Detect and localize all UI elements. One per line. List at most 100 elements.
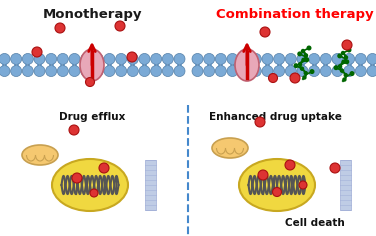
Circle shape <box>81 66 92 76</box>
Circle shape <box>104 66 115 76</box>
Ellipse shape <box>22 145 58 165</box>
Circle shape <box>343 78 346 81</box>
Text: Monotherapy: Monotherapy <box>42 8 142 21</box>
Ellipse shape <box>239 159 315 211</box>
Circle shape <box>262 66 273 76</box>
Circle shape <box>215 53 226 64</box>
Circle shape <box>127 53 138 64</box>
Circle shape <box>338 54 341 58</box>
Circle shape <box>302 50 305 52</box>
Circle shape <box>367 53 376 64</box>
Circle shape <box>350 72 354 75</box>
Circle shape <box>57 66 68 76</box>
Circle shape <box>307 46 311 50</box>
Circle shape <box>320 66 331 76</box>
Circle shape <box>285 66 296 76</box>
Circle shape <box>0 66 10 76</box>
Circle shape <box>273 187 282 197</box>
Circle shape <box>139 66 150 76</box>
Circle shape <box>334 66 338 69</box>
Circle shape <box>297 66 308 76</box>
Circle shape <box>344 74 347 77</box>
Circle shape <box>298 52 302 56</box>
Circle shape <box>258 170 268 180</box>
Circle shape <box>297 53 308 64</box>
Circle shape <box>342 60 345 63</box>
Circle shape <box>303 76 306 79</box>
Circle shape <box>239 66 250 76</box>
Circle shape <box>92 66 103 76</box>
Circle shape <box>260 27 270 37</box>
Circle shape <box>11 53 22 64</box>
Circle shape <box>99 163 109 173</box>
Circle shape <box>304 72 307 75</box>
Circle shape <box>299 181 307 189</box>
Circle shape <box>341 69 344 72</box>
Circle shape <box>151 53 162 64</box>
Circle shape <box>300 67 303 70</box>
Circle shape <box>69 53 80 64</box>
Circle shape <box>127 52 137 62</box>
Circle shape <box>341 51 344 55</box>
Circle shape <box>116 66 127 76</box>
Circle shape <box>127 66 138 76</box>
Circle shape <box>250 66 261 76</box>
Circle shape <box>332 53 343 64</box>
Circle shape <box>355 66 366 76</box>
Circle shape <box>320 53 331 64</box>
Circle shape <box>344 53 355 64</box>
Circle shape <box>339 65 341 68</box>
Circle shape <box>239 53 250 64</box>
Circle shape <box>151 66 162 76</box>
Circle shape <box>85 77 94 87</box>
Circle shape <box>204 53 215 64</box>
Ellipse shape <box>80 49 104 81</box>
Circle shape <box>344 56 347 59</box>
Circle shape <box>162 66 173 76</box>
Circle shape <box>45 66 57 76</box>
Ellipse shape <box>235 49 259 81</box>
Text: Enhanced drug uptake: Enhanced drug uptake <box>209 112 341 122</box>
Circle shape <box>69 125 79 135</box>
Circle shape <box>227 53 238 64</box>
Circle shape <box>255 117 265 127</box>
Circle shape <box>294 64 298 67</box>
Circle shape <box>262 53 273 64</box>
Circle shape <box>34 53 45 64</box>
Circle shape <box>347 48 351 52</box>
Circle shape <box>274 53 285 64</box>
Circle shape <box>250 53 261 64</box>
Ellipse shape <box>212 138 248 158</box>
Circle shape <box>69 66 80 76</box>
Circle shape <box>116 53 127 64</box>
Circle shape <box>34 66 45 76</box>
Circle shape <box>57 53 68 64</box>
Circle shape <box>355 53 366 64</box>
Circle shape <box>299 63 302 66</box>
Circle shape <box>11 66 22 76</box>
Circle shape <box>227 66 238 76</box>
Circle shape <box>81 53 92 64</box>
Text: Cell death: Cell death <box>285 218 345 228</box>
Circle shape <box>32 47 42 57</box>
Circle shape <box>302 58 305 61</box>
Circle shape <box>310 70 314 73</box>
Circle shape <box>268 73 277 83</box>
Circle shape <box>215 66 226 76</box>
Circle shape <box>345 60 349 63</box>
Circle shape <box>55 23 65 33</box>
Bar <box>340 160 350 210</box>
Circle shape <box>192 66 203 76</box>
Circle shape <box>162 53 173 64</box>
Circle shape <box>309 53 320 64</box>
Circle shape <box>115 21 125 31</box>
Circle shape <box>285 53 296 64</box>
Circle shape <box>22 66 33 76</box>
Circle shape <box>332 66 343 76</box>
Circle shape <box>45 53 57 64</box>
Circle shape <box>285 160 295 170</box>
Circle shape <box>139 53 150 64</box>
Circle shape <box>342 40 352 50</box>
Circle shape <box>174 53 185 64</box>
Circle shape <box>274 66 285 76</box>
